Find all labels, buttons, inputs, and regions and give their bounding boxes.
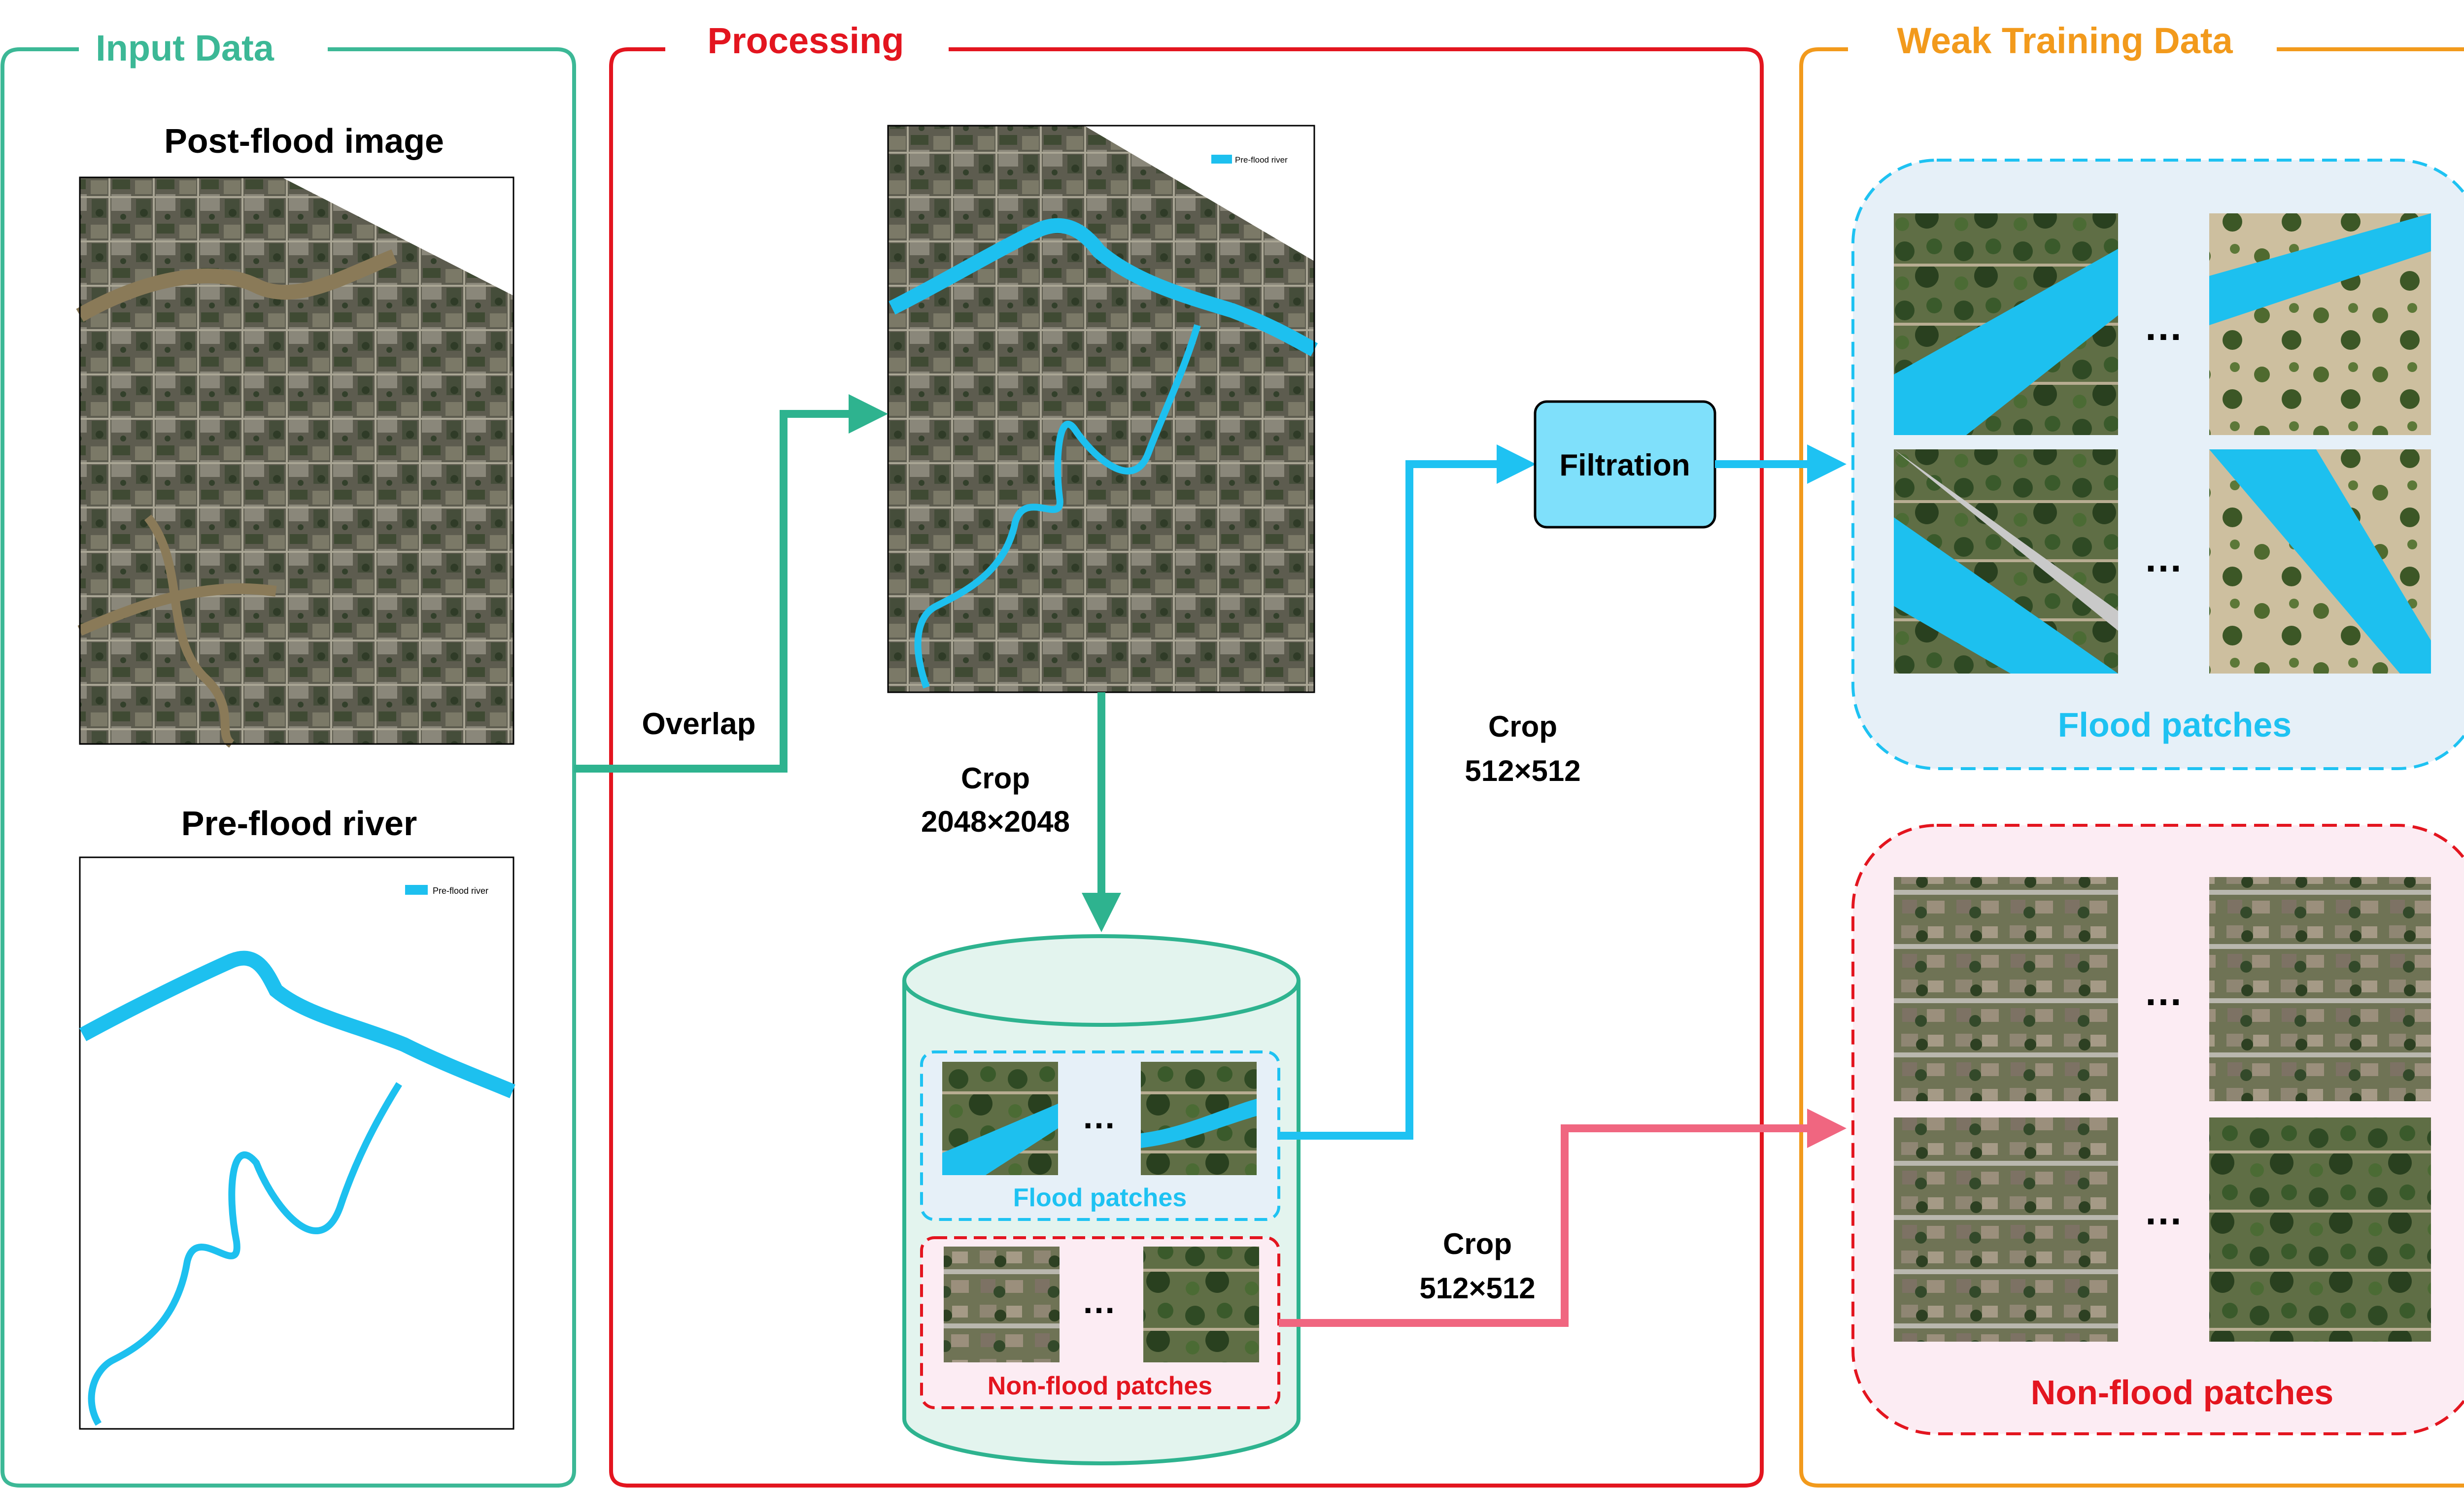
- db-flood-ellipsis: …: [1082, 1097, 1116, 1136]
- db-flood-patch-2: [1141, 1062, 1257, 1175]
- db-nonflood-patch-1: [944, 1247, 1060, 1362]
- post-flood-image: [76, 176, 514, 748]
- river-shape: [79, 950, 515, 1098]
- input-data-panel: Input Data: [0, 28, 576, 1488]
- db-flood-label: Flood patches: [1013, 1184, 1187, 1212]
- pre-flood-label: Pre-flood river: [181, 804, 417, 843]
- overlay-river: [889, 218, 1318, 357]
- weak-flood-group: … … Flood patches: [1851, 159, 2464, 770]
- weak-flood-ellipsis-1: …: [2144, 304, 2183, 348]
- db-flood-patch-1: [942, 1062, 1058, 1175]
- weak-flood-label: Flood patches: [2058, 706, 2292, 744]
- crop-nonflood-line2: 512×512: [1419, 1272, 1535, 1305]
- crop-nonflood-line1: Crop: [1443, 1227, 1512, 1260]
- weak-training-title: Weak Training Data: [1897, 20, 2233, 61]
- processing-panel: Processing: [609, 20, 1764, 1488]
- weak-nonflood-ellipsis-1: …: [2144, 970, 2183, 1014]
- crop-flood-line2: 512×512: [1465, 754, 1580, 787]
- weak-nonflood-label: Non-flood patches: [2031, 1373, 2333, 1412]
- weak-nonflood-group: … … Non-flood patches: [1851, 824, 2464, 1435]
- overlap-arrow: [574, 394, 888, 773]
- filtration-box: Filtration: [1534, 400, 1716, 529]
- weak-training-panel: Weak Training Data: [1799, 20, 2464, 1488]
- pre-flood-river-map: Pre-flood river: [79, 856, 515, 1430]
- crop-2048-line1: Crop: [961, 762, 1030, 795]
- db-nonflood-label: Non-flood patches: [988, 1372, 1212, 1400]
- overlay-legend-swatch: [1211, 155, 1232, 164]
- db-nonflood-ellipsis: …: [1082, 1282, 1116, 1320]
- weak-flood-patch-3: [1894, 449, 2118, 674]
- crop-flood-arrow: [1279, 444, 1536, 1140]
- crop-nonflood-arrow: [1279, 1109, 1847, 1327]
- weak-nonflood-ellipsis-2: …: [2144, 1189, 2183, 1233]
- post-flood-label: Post-flood image: [164, 122, 444, 160]
- weak-nonflood-patch-4: [2209, 1117, 2431, 1342]
- db-nonflood-group: … Non-flood patches: [920, 1236, 1280, 1409]
- legend-swatch: [405, 885, 428, 895]
- crop-2048-line2: 2048×2048: [921, 805, 1070, 838]
- weak-flood-patch-1: [1894, 213, 2118, 435]
- db-nonflood-patch-2: [1143, 1247, 1259, 1362]
- overlaid-image: Pre-flood river: [887, 125, 1318, 693]
- weak-nonflood-patch-1: [1894, 877, 2118, 1101]
- db-flood-group: … Flood patches: [920, 1050, 1280, 1221]
- filtration-label: Filtration: [1559, 448, 1690, 482]
- weak-nonflood-patch-3: [1894, 1117, 2118, 1342]
- legend-text: Pre-flood river: [433, 886, 488, 896]
- overlay-legend-text: Pre-flood river: [1235, 155, 1288, 165]
- crop-flood-line1: Crop: [1488, 710, 1557, 743]
- weak-flood-patch-2: [2209, 213, 2431, 435]
- input-data-title: Input Data: [96, 28, 274, 68]
- patch-database: … Flood patches … Non-flood patches: [902, 934, 1300, 1465]
- weak-flood-patch-4: [2209, 449, 2431, 674]
- weak-flood-ellipsis-2: …: [2144, 536, 2183, 580]
- overlap-label: Overlap: [642, 707, 756, 741]
- weak-nonflood-patch-2: [2209, 877, 2431, 1101]
- processing-title: Processing: [708, 20, 904, 61]
